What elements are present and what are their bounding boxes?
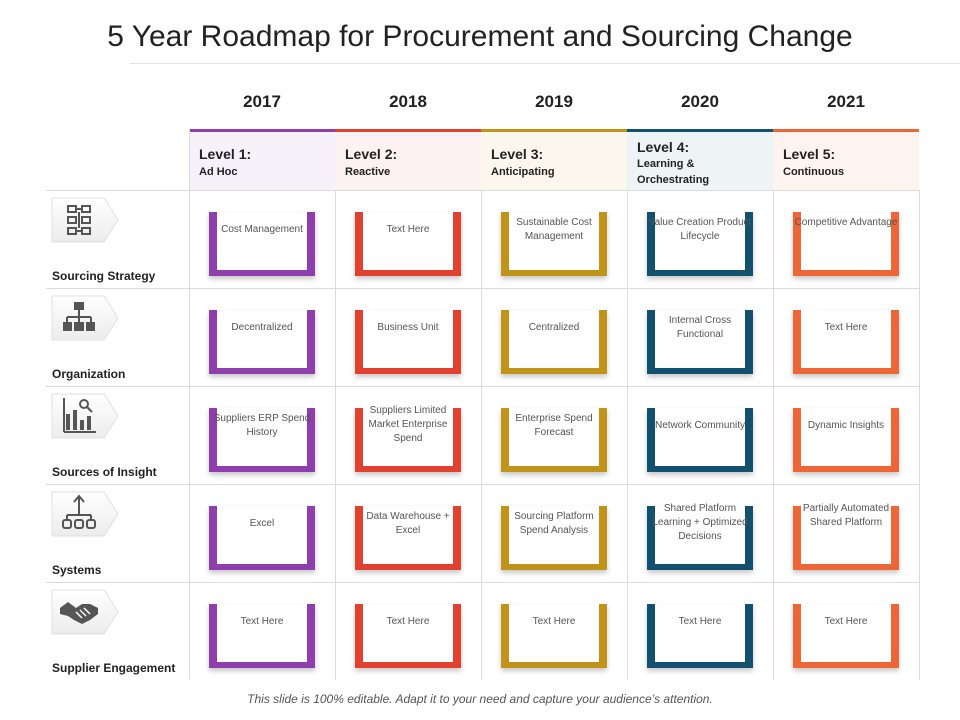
year-label-2021: 2021	[827, 92, 865, 111]
roadmap-card: Sustainable Cost Management	[501, 212, 607, 276]
card-text: Cost Management	[221, 224, 303, 235]
level-header-4: Level 4: Learning & Orchestrating	[627, 129, 773, 190]
card-text: Decentralized	[231, 322, 293, 333]
level-name: Level 5:	[783, 146, 836, 162]
row-label: Systems	[52, 563, 102, 577]
level-description: Continuous	[783, 166, 845, 178]
level-description: Ad Hoc	[199, 166, 238, 178]
row-divider	[46, 484, 920, 485]
roadmap-card: Dynamic Insights	[793, 408, 899, 472]
card-text: Network Community	[654, 420, 746, 431]
level-header-1: Level 1: Ad Hoc	[189, 129, 335, 190]
card-text: Text Here	[386, 616, 430, 627]
card-text: Text Here	[824, 322, 868, 333]
year-label-2017: 2017	[243, 92, 281, 111]
year-label-2018: 2018	[389, 92, 427, 111]
card-text: Text Here	[678, 616, 722, 627]
card-text: Suppliers Limited Market Enterprise Spen…	[368, 405, 448, 444]
level-description: Anticipating	[491, 166, 555, 178]
roadmap-card: Partially Automated Shared Platform	[793, 503, 899, 570]
column-divider	[481, 190, 482, 680]
roadmap-card: Data Warehouse + Excel	[355, 506, 461, 570]
roadmap-card: Internal Cross Functional	[647, 310, 753, 374]
roadmap-card: Competitive Advantage	[793, 212, 899, 276]
analytics-chart-icon	[50, 390, 120, 442]
roadmap-card: Excel	[209, 506, 315, 570]
handshake-icon	[50, 586, 120, 638]
roadmap-card: Business Unit	[355, 310, 461, 374]
row-divider	[46, 582, 920, 583]
level-name: Level 2:	[345, 146, 398, 162]
column-divider	[335, 190, 336, 680]
card-text: Partially Automated Shared Platform	[802, 503, 890, 528]
roadmap-card: Cost Management	[209, 212, 315, 276]
card-text: Data Warehouse + Excel	[366, 511, 450, 536]
column-divider	[919, 190, 920, 680]
card-text: Business Unit	[377, 322, 439, 333]
title-divider	[130, 63, 960, 64]
roadmap-card: Value Creation Product Lifecycle	[647, 212, 753, 276]
year-label-2019: 2019	[535, 92, 573, 111]
row-label: Organization	[52, 367, 126, 381]
level-header-2: Level 2: Reactive	[335, 129, 481, 190]
roadmap-card: Text Here	[355, 212, 461, 276]
level-name: Level 1:	[199, 146, 252, 162]
level-name: Level 3:	[491, 146, 544, 162]
flowchart-icon	[50, 194, 120, 246]
level-description: Learning & Orchestrating	[637, 158, 710, 186]
card-text: Text Here	[240, 616, 284, 627]
row-divider	[46, 386, 920, 387]
column-divider	[189, 129, 190, 679]
roadmap-card: Text Here	[793, 604, 899, 668]
year-label-2020: 2020	[681, 92, 719, 111]
card-text: Enterprise Spend Forecast	[515, 413, 593, 438]
roadmap-card: Shared Platform Learning + Optimized Dec…	[647, 503, 753, 570]
level-description: Reactive	[345, 166, 391, 178]
row-label: Supplier Engagement	[52, 661, 176, 675]
row-label: Sources of Insight	[52, 465, 157, 479]
column-divider	[773, 190, 774, 680]
card-text: Value Creation Product Lifecycle	[648, 217, 752, 242]
card-text: Dynamic Insights	[807, 420, 885, 431]
roadmap-card: Sourcing Platform Spend Analysis	[501, 506, 607, 570]
network-hierarchy-icon	[50, 488, 120, 540]
card-text: Text Here	[824, 616, 868, 627]
level-header-5: Level 5: Continuous	[773, 129, 919, 190]
roadmap-card: Centralized	[501, 310, 607, 374]
roadmap-card: Decentralized	[209, 310, 315, 374]
page-title: 5 Year Roadmap for Procurement and Sourc…	[107, 20, 853, 53]
level-name: Level 4:	[637, 139, 690, 155]
row-divider	[46, 190, 920, 191]
column-divider	[627, 190, 628, 680]
card-text: Centralized	[528, 322, 580, 333]
card-text: Excel	[249, 518, 275, 529]
roadmap-card: Text Here	[647, 604, 753, 668]
card-text: Text Here	[532, 616, 576, 627]
card-text: Sustainable Cost Management	[516, 217, 592, 242]
row-label: Sourcing Strategy	[52, 269, 156, 283]
roadmap-card: Suppliers ERP Spend History	[209, 408, 315, 472]
roadmap-card: Text Here	[209, 604, 315, 668]
roadmap-card: Suppliers Limited Market Enterprise Spen…	[355, 405, 461, 472]
card-text: Suppliers ERP Spend History	[213, 413, 311, 438]
card-text: Sourcing Platform Spend Analysis	[514, 511, 594, 536]
card-text: Competitive Advantage	[794, 217, 898, 228]
card-text: Shared Platform Learning + Optimized Dec…	[652, 503, 748, 542]
org-chart-icon	[50, 292, 120, 344]
roadmap-card: Text Here	[793, 310, 899, 374]
card-text: Text Here	[386, 224, 430, 235]
roadmap-card: Enterprise Spend Forecast	[501, 408, 607, 472]
footer-note: This slide is 100% editable. Adapt it to…	[247, 692, 713, 706]
roadmap-card: Text Here	[355, 604, 461, 668]
card-text: Internal Cross Functional	[668, 315, 732, 340]
roadmap-card: Text Here	[501, 604, 607, 668]
level-header-3: Level 3: Anticipating	[481, 129, 627, 190]
roadmap-card: Network Community	[647, 408, 753, 472]
row-divider	[46, 288, 920, 289]
